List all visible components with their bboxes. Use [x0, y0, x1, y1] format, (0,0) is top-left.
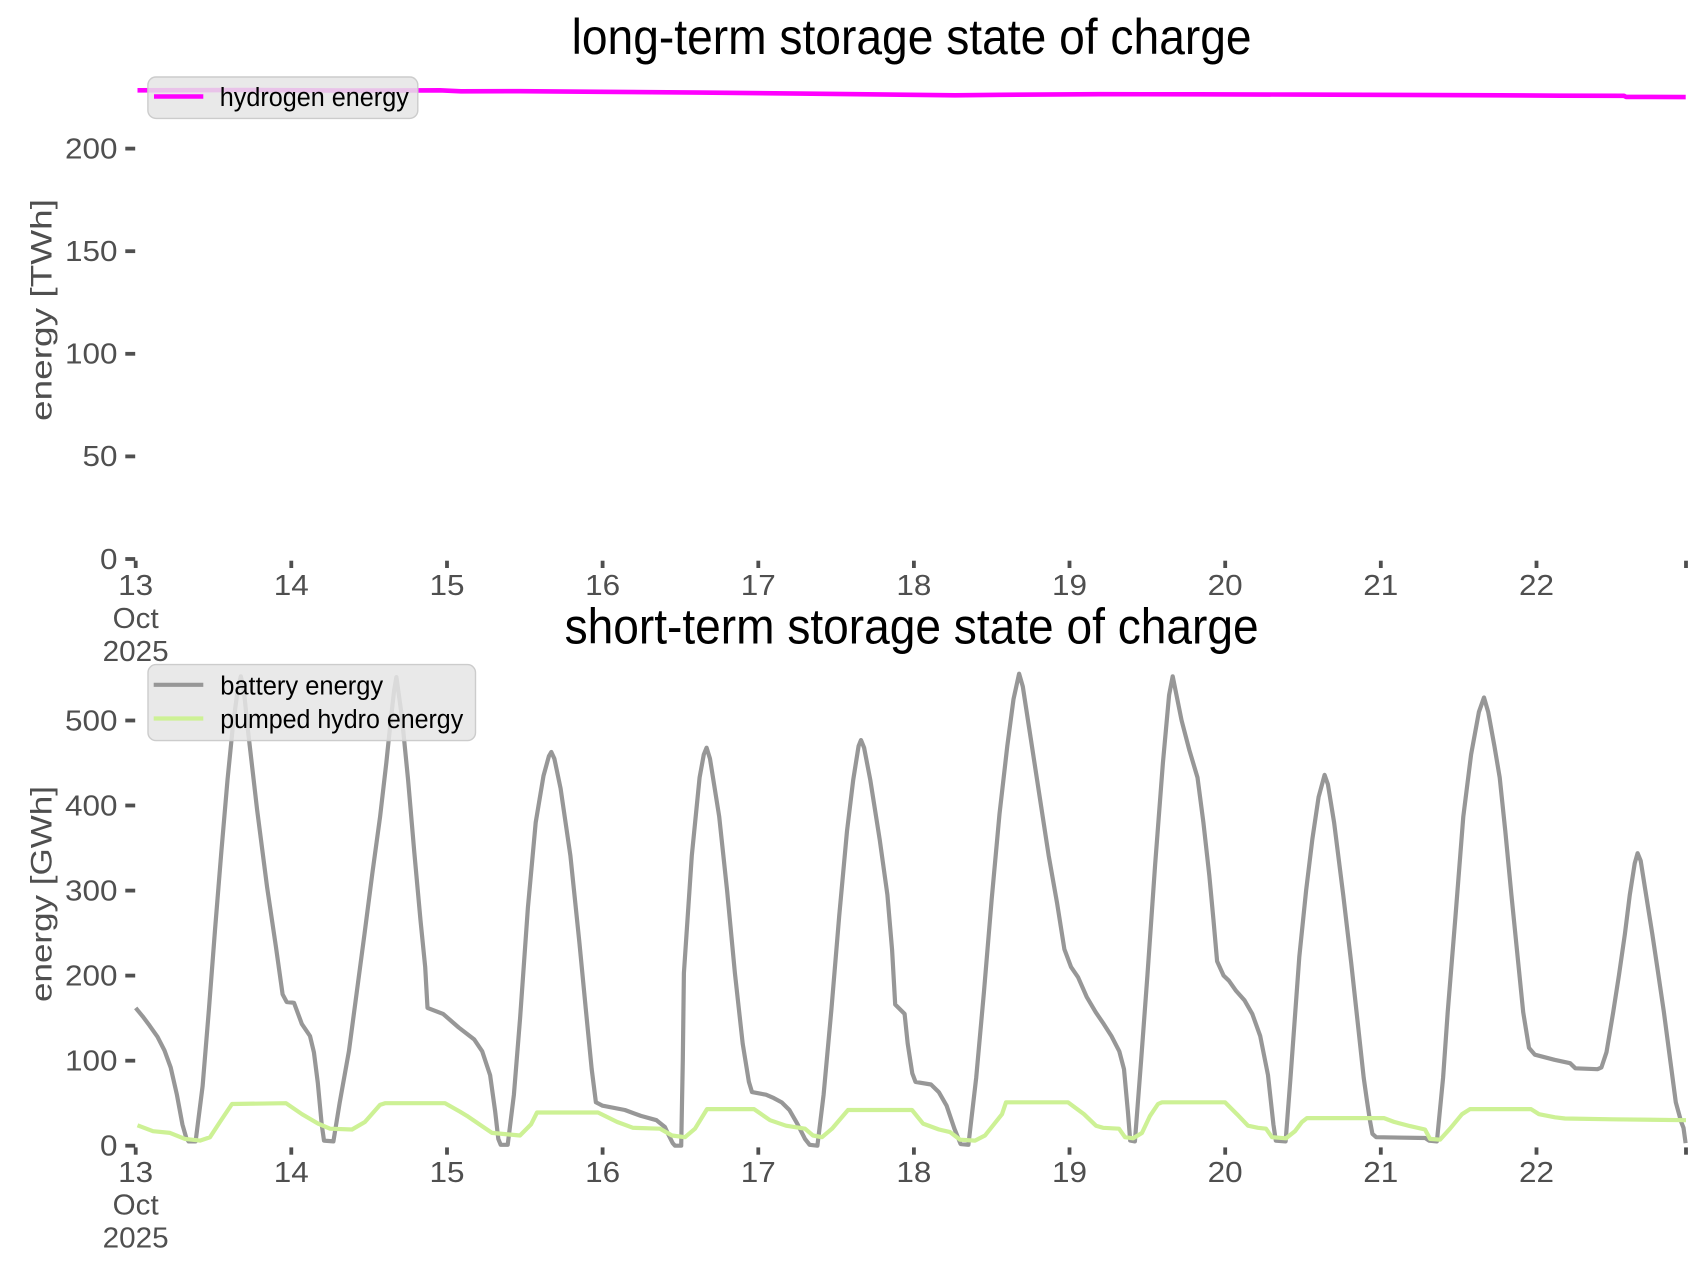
svg-text:Oct: Oct: [113, 1190, 159, 1222]
svg-text:13: 13: [118, 570, 153, 602]
svg-text:100: 100: [65, 339, 118, 371]
svg-text:long-term storage state of cha: long-term storage state of charge: [572, 8, 1252, 65]
svg-text:18: 18: [896, 1157, 931, 1189]
svg-text:hydrogen energy: hydrogen energy: [220, 84, 409, 112]
svg-text:0: 0: [100, 544, 118, 576]
svg-text:22: 22: [1519, 1157, 1554, 1189]
svg-text:500: 500: [65, 705, 118, 737]
svg-text:19: 19: [1052, 1157, 1087, 1189]
svg-text:20: 20: [1208, 1157, 1243, 1189]
svg-text:15: 15: [430, 570, 465, 602]
svg-text:battery energy: battery energy: [220, 672, 383, 700]
svg-text:50: 50: [83, 441, 118, 473]
svg-text:16: 16: [585, 1157, 620, 1189]
svg-text:150: 150: [65, 236, 118, 268]
svg-text:pumped hydro energy: pumped hydro energy: [220, 706, 463, 734]
svg-text:energy [GWh]: energy [GWh]: [25, 786, 58, 1002]
svg-text:300: 300: [65, 875, 118, 907]
svg-text:17: 17: [741, 1157, 776, 1189]
svg-text:energy [TWh]: energy [TWh]: [25, 199, 58, 421]
svg-text:0: 0: [100, 1131, 118, 1163]
svg-text:18: 18: [896, 570, 931, 602]
svg-text:20: 20: [1208, 570, 1243, 602]
svg-text:13: 13: [118, 1157, 153, 1189]
svg-text:17: 17: [741, 570, 776, 602]
svg-text:15: 15: [430, 1157, 465, 1189]
svg-text:2025: 2025: [103, 636, 169, 668]
svg-text:14: 14: [274, 1157, 309, 1189]
svg-text:19: 19: [1052, 570, 1087, 602]
svg-text:14: 14: [274, 570, 309, 602]
svg-text:200: 200: [65, 960, 118, 992]
svg-text:21: 21: [1363, 570, 1398, 602]
svg-text:100: 100: [65, 1046, 118, 1078]
svg-text:200: 200: [65, 133, 118, 165]
svg-text:400: 400: [65, 790, 118, 822]
svg-text:Oct: Oct: [113, 603, 159, 635]
svg-text:short-term storage state of ch: short-term storage state of charge: [565, 598, 1259, 655]
svg-text:2025: 2025: [103, 1223, 169, 1255]
svg-text:22: 22: [1519, 570, 1554, 602]
svg-text:16: 16: [585, 570, 620, 602]
svg-text:21: 21: [1363, 1157, 1398, 1189]
